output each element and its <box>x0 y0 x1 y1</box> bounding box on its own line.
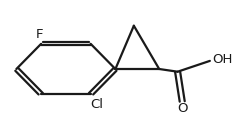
Text: Cl: Cl <box>90 98 103 111</box>
Text: F: F <box>36 28 44 41</box>
Text: O: O <box>177 102 187 115</box>
Text: OH: OH <box>212 53 233 66</box>
